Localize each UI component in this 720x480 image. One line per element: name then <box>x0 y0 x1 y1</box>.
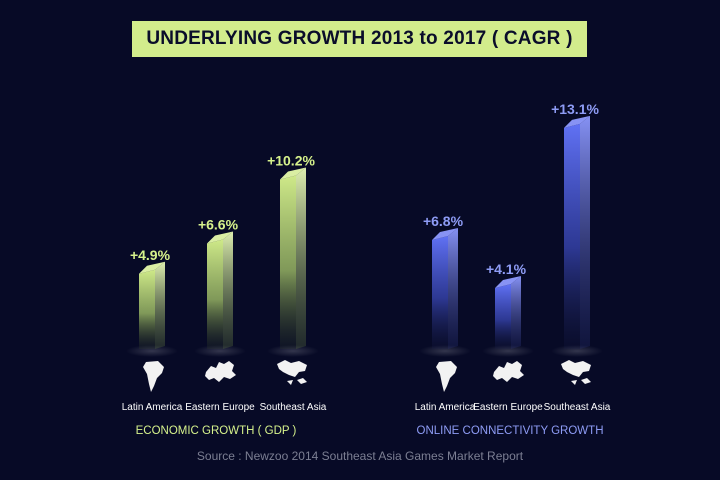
value-label: +4.9% <box>130 247 171 263</box>
value-label: +13.1% <box>551 101 599 117</box>
chart-connectivity: +6.8% Latin America +4.1% Eastern Europe +13… <box>415 101 611 437</box>
category-label: Latin America <box>415 402 476 413</box>
chart-title: UNDERLYING GROWTH 2013 to 2017 ( CAGR ) <box>132 21 587 57</box>
bar-side-face <box>223 231 233 349</box>
bar-front-face <box>564 123 580 349</box>
value-label: +6.8% <box>423 213 464 229</box>
bar-latin-america <box>126 261 178 357</box>
category-label: Southeast Asia <box>260 402 327 413</box>
bar-top-face <box>207 231 233 244</box>
bar-front-face <box>495 284 511 349</box>
chart-gdp: +4.9% Latin America +6.6% Eastern Europe +10… <box>122 152 327 437</box>
bar-side-face <box>580 115 590 349</box>
bar-front-face <box>432 235 448 349</box>
bar-top-face <box>564 115 590 128</box>
bar-top-face <box>139 261 165 274</box>
source-note: Source : Newzoo 2014 Southeast Asia Game… <box>196 449 524 463</box>
europe-map-icon <box>493 361 524 382</box>
bar-southeast-asia <box>551 115 603 357</box>
category-label: Southeast Asia <box>544 402 611 413</box>
south-america-map-icon <box>143 361 164 392</box>
bar-front-face <box>280 175 296 349</box>
southeast-asia-map-icon <box>277 360 307 385</box>
bar-top-face <box>280 167 306 180</box>
value-label: +4.1% <box>486 261 527 277</box>
category-label: Eastern Europe <box>473 402 543 413</box>
bar-southeast-asia <box>267 167 319 357</box>
bar-latin-america <box>419 227 471 357</box>
category-label: Eastern Europe <box>185 402 255 413</box>
bar-top-face <box>432 227 458 240</box>
bar-side-face <box>155 261 165 349</box>
chart-subtitle: ECONOMIC GROWTH ( GDP ) <box>136 425 297 437</box>
bar-front-face <box>207 239 223 349</box>
bar-side-face <box>511 276 521 349</box>
value-label: +6.6% <box>198 217 239 233</box>
bar-front-face <box>139 269 155 349</box>
south-america-map-icon <box>436 361 457 392</box>
europe-map-icon <box>205 361 236 382</box>
bar-top-face <box>495 276 521 289</box>
category-label: Latin America <box>122 402 183 413</box>
bar-side-face <box>296 167 306 349</box>
bar-eastern-europe <box>194 231 246 357</box>
chart-subtitle: ONLINE CONNECTIVITY GROWTH <box>417 425 604 437</box>
bar-side-face <box>448 227 458 349</box>
value-label: +10.2% <box>267 152 315 168</box>
bar-eastern-europe <box>482 276 534 357</box>
southeast-asia-map-icon <box>561 360 591 385</box>
